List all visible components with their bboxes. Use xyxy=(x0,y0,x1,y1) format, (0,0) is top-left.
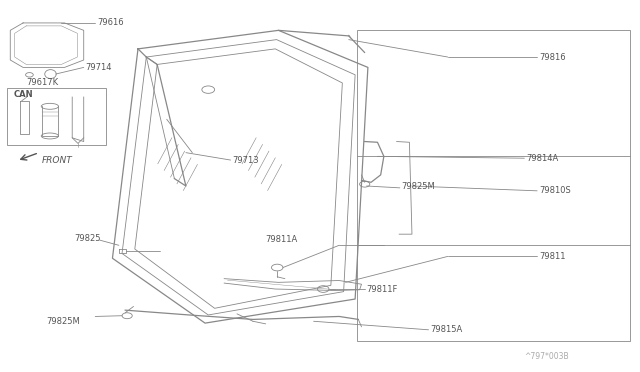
Text: 79810S: 79810S xyxy=(539,186,571,195)
Text: 79713: 79713 xyxy=(232,155,259,164)
Text: 79816: 79816 xyxy=(539,52,566,61)
Text: 79616: 79616 xyxy=(97,19,124,28)
Text: 79815A: 79815A xyxy=(431,325,463,334)
Text: 79825M: 79825M xyxy=(47,317,81,326)
Text: 79811: 79811 xyxy=(539,252,566,261)
Text: 79811F: 79811F xyxy=(367,285,398,294)
Text: 79814A: 79814A xyxy=(526,154,559,163)
Text: 79825M: 79825M xyxy=(402,182,435,190)
Text: 79825: 79825 xyxy=(74,234,100,243)
Text: 79714: 79714 xyxy=(86,63,112,72)
Text: ^797*003B: ^797*003B xyxy=(524,352,569,361)
Text: 79617K: 79617K xyxy=(26,78,58,87)
Text: 79811A: 79811A xyxy=(266,235,298,244)
Text: FRONT: FRONT xyxy=(42,156,73,165)
Text: CAN: CAN xyxy=(13,90,33,99)
